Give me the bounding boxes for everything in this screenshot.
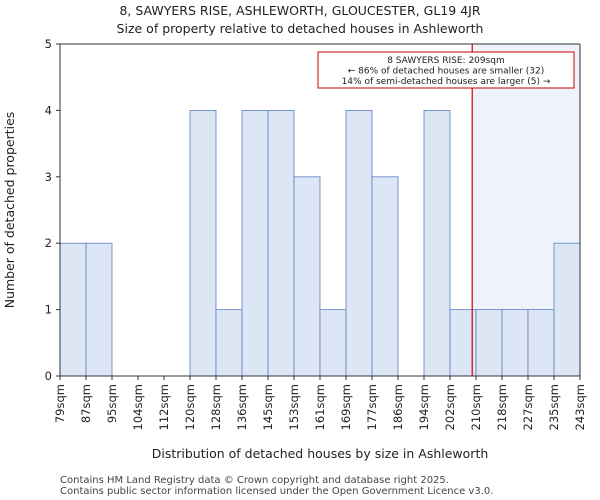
y-tick-label: 0 xyxy=(45,369,52,383)
histogram-bar xyxy=(189,110,217,377)
annotation-box xyxy=(317,51,575,89)
x-tick-label: 128sqm xyxy=(209,384,223,430)
chart-title-line1: 8, SAWYERS RISE, ASHLEWORTH, GLOUCESTER,… xyxy=(119,3,480,18)
x-axis-label: Distribution of detached houses by size … xyxy=(152,446,489,461)
x-tick-label: 210sqm xyxy=(469,384,483,430)
x-tick-label: 87sqm xyxy=(79,384,93,423)
x-tick-label: 202sqm xyxy=(443,384,457,430)
histogram-bar xyxy=(241,110,269,377)
x-tick-label: 186sqm xyxy=(391,384,405,430)
y-tick-label: 1 xyxy=(45,303,52,317)
histogram-bar xyxy=(345,110,373,377)
x-tick-label: 153sqm xyxy=(287,384,301,430)
footer-line2: Contains public sector information licen… xyxy=(60,486,493,497)
y-tick-label: 4 xyxy=(45,103,52,117)
y-tick-label: 2 xyxy=(45,236,52,250)
histogram-bar xyxy=(501,309,529,377)
annotation-text-line-3: 14% of semi-detached houses are larger (… xyxy=(342,77,551,87)
x-tick-label: 95sqm xyxy=(105,384,119,423)
annotation-text-line-1: 8 SAWYERS RISE: 209sqm xyxy=(387,56,505,66)
x-tick-label: 79sqm xyxy=(53,384,67,423)
histogram-bar xyxy=(553,242,581,377)
plot-area: 0 1 2 3 4 5 79sqm 87sqm 95sqm 104sqm 112sqm 120sqm 1… xyxy=(45,37,587,430)
x-tick-label: 104sqm xyxy=(131,384,145,430)
x-tick-label: 227sqm xyxy=(521,384,535,430)
histogram-bar xyxy=(371,176,399,377)
annotation-text-line-2: ← 86% of detached houses are smaller (32… xyxy=(348,67,545,77)
x-tick-label: 145sqm xyxy=(261,384,275,430)
histogram-bar xyxy=(85,242,113,377)
x-tick-label: 194sqm xyxy=(417,384,431,430)
histogram-bar xyxy=(475,309,503,377)
histogram-bar xyxy=(423,110,451,377)
y-axis-label: Number of detached properties xyxy=(2,112,17,309)
histogram-bar xyxy=(215,309,243,377)
y-tick-label: 3 xyxy=(45,170,52,184)
chart-title-line2: Size of property relative to detached ho… xyxy=(117,21,484,36)
y-tick-label: 5 xyxy=(45,37,52,51)
x-tick-label: 235sqm xyxy=(547,384,561,430)
x-tick-label: 161sqm xyxy=(313,384,327,430)
footer-line1: Contains HM Land Registry data © Crown c… xyxy=(60,475,449,486)
histogram-bar xyxy=(527,309,555,377)
x-tick-label: 136sqm xyxy=(235,384,249,430)
x-tick-label: 177sqm xyxy=(365,384,379,430)
x-tick-label: 169sqm xyxy=(339,384,353,430)
histogram-bar xyxy=(319,309,347,377)
x-tick-label: 218sqm xyxy=(495,384,509,430)
histogram-bar xyxy=(293,176,321,377)
histogram-bar xyxy=(267,110,295,377)
x-tick-label: 120sqm xyxy=(183,384,197,430)
x-tick-label: 243sqm xyxy=(573,384,587,430)
histogram-bar xyxy=(59,242,87,377)
x-tick-label: 112sqm xyxy=(157,384,171,430)
